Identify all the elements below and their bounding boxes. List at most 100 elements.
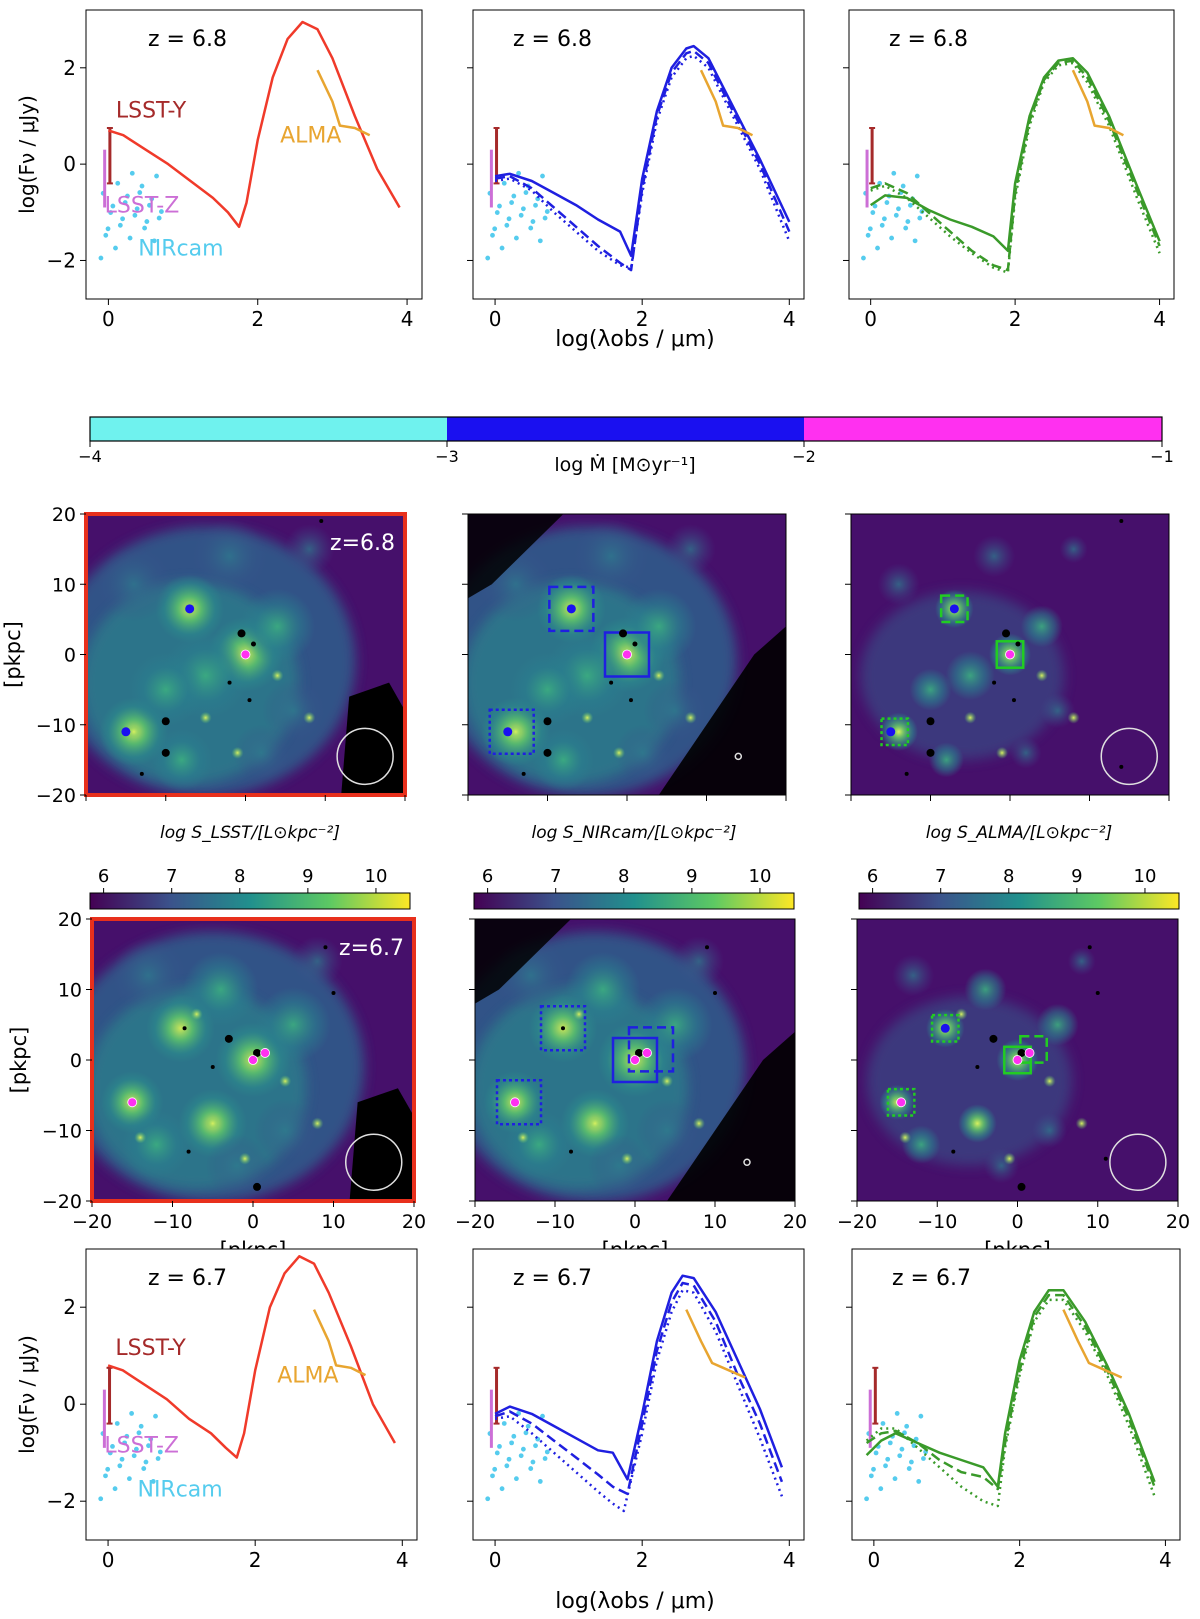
nircam-point <box>149 196 155 202</box>
sed-line-dotted <box>870 61 1161 274</box>
nircam-point <box>889 235 895 241</box>
accretor-marker <box>566 604 576 614</box>
nircam-point <box>125 193 130 199</box>
sed-xtick-label: 2 <box>1013 1548 1026 1572</box>
sed-xtick-label: 0 <box>489 307 502 331</box>
map-masked-region <box>349 1088 414 1201</box>
map-glow <box>150 728 213 792</box>
map-glow <box>253 1099 317 1162</box>
black-hole-marker <box>182 1026 187 1031</box>
surface-colorbar-tick-label: 6 <box>482 866 493 887</box>
map-hotspot <box>279 1075 292 1088</box>
nircam-point <box>523 1430 529 1436</box>
nircam-point <box>903 225 909 231</box>
nircam-point <box>870 210 876 215</box>
annotation-nircam: NIRcam <box>138 237 223 262</box>
nircam-point <box>896 206 901 212</box>
sed-panel-bottom-right: 0 2 4 z = 6.7 <box>846 1248 1181 1572</box>
region-box <box>886 1087 916 1117</box>
nircam-point <box>504 222 510 228</box>
sed-line-ALMA <box>316 69 371 137</box>
nircam-point <box>918 1413 924 1419</box>
nircam-point <box>126 1476 132 1482</box>
surface-colorbar-label: log S_NIRcam/[L⊙kpc⁻²] <box>532 823 737 843</box>
nircam-point <box>904 1423 910 1429</box>
nircam-point <box>110 1443 115 1449</box>
nircam-point <box>887 1440 893 1446</box>
map-glow <box>183 952 259 1027</box>
sed-ytick-label: 2 <box>63 56 76 80</box>
nircam-point <box>141 1466 147 1471</box>
map-glow <box>233 724 290 781</box>
sed-title: z = 6.7 <box>513 1266 592 1291</box>
annotation-alma: ALMA <box>280 123 341 148</box>
accretor-marker <box>185 604 195 614</box>
accretor-marker <box>642 1048 652 1058</box>
nircam-point <box>873 1450 879 1456</box>
map-hotspot <box>613 746 626 759</box>
map-glow <box>1059 535 1088 564</box>
nircam-point <box>506 216 512 222</box>
black-hole-marker <box>705 945 709 950</box>
black-hole-marker <box>904 771 909 776</box>
nircam-point <box>530 1459 536 1465</box>
beam-circle <box>336 727 394 786</box>
map-hotspot <box>271 669 284 682</box>
accretion-colorbar-label: log Ṁ [M⊙yr⁻¹] <box>554 453 695 476</box>
sed-line-solid <box>870 56 1161 253</box>
annotation-lsst-z: LSST-Z <box>104 1434 179 1459</box>
beam-circle <box>1109 1133 1167 1191</box>
nircam-point <box>506 1456 512 1462</box>
map-glow <box>110 937 186 1013</box>
nircam-point <box>138 1423 144 1429</box>
sed-line-solid <box>494 44 791 257</box>
sed-xtick-label: 0 <box>102 1548 115 1572</box>
nircam-point <box>511 1433 517 1439</box>
nircam-point <box>520 206 526 212</box>
surface-colorbar-tick-label: 7 <box>166 866 177 887</box>
annotation-alma: ALMA <box>277 1363 338 1388</box>
nircam-point <box>865 232 871 238</box>
sed-panel-top-left: 0 2 4 2 0 −2 log(Fν / μJy) z = 6.8 LSST-Y ALMA LSS… <box>15 9 423 331</box>
nircam-point <box>108 210 114 215</box>
nircam-point <box>875 245 880 251</box>
map-ylabel: [pkpc] <box>7 1027 31 1094</box>
black-hole-marker <box>224 1034 233 1043</box>
beam-circle <box>1100 727 1158 786</box>
nircam-point <box>103 1473 108 1479</box>
map-masked-region <box>475 919 571 1004</box>
map-hotspot <box>1075 1117 1088 1130</box>
nircam-point <box>542 215 548 221</box>
map-redshift-label: z=6.7 <box>339 936 404 961</box>
map-hotspot <box>517 1131 529 1144</box>
nircam-point <box>537 238 543 244</box>
nircam-point <box>485 255 491 261</box>
map-row1-alma <box>845 513 1170 801</box>
black-hole-marker <box>331 991 336 996</box>
map-glow <box>532 728 595 792</box>
region-box <box>611 1036 659 1084</box>
nircam-point <box>501 1421 507 1426</box>
sed-ylabel: log(Fν / μJy) <box>15 1335 39 1454</box>
black-hole-marker <box>635 1048 643 1057</box>
sed-line-ALMA <box>1062 1309 1123 1379</box>
nircam-point <box>894 1411 900 1416</box>
nircam-point <box>872 203 878 209</box>
nircam-point <box>909 1459 914 1465</box>
map-xtick-label: −10 <box>152 1211 192 1233</box>
surface-colorbar-tick-label: 8 <box>618 866 629 887</box>
colorbar-segment-cyan <box>90 417 447 441</box>
nircam-point <box>513 1476 519 1482</box>
sed-xtick-label: 2 <box>251 307 264 331</box>
nircam-point <box>150 1479 156 1484</box>
black-hole-marker <box>713 991 717 996</box>
nircam-point <box>494 1450 500 1456</box>
nircam-point <box>142 225 148 231</box>
map-xtick-label: 20 <box>402 1211 426 1233</box>
nircam-point <box>509 200 515 205</box>
nircam-point <box>129 170 135 176</box>
map-glow <box>239 588 315 664</box>
region-box <box>930 1013 960 1043</box>
surface-colorbars: log S_LSST/[L⊙kpc⁻²] 6 7 8 9 10 log S_NIRcam/[… <box>89 823 1180 910</box>
